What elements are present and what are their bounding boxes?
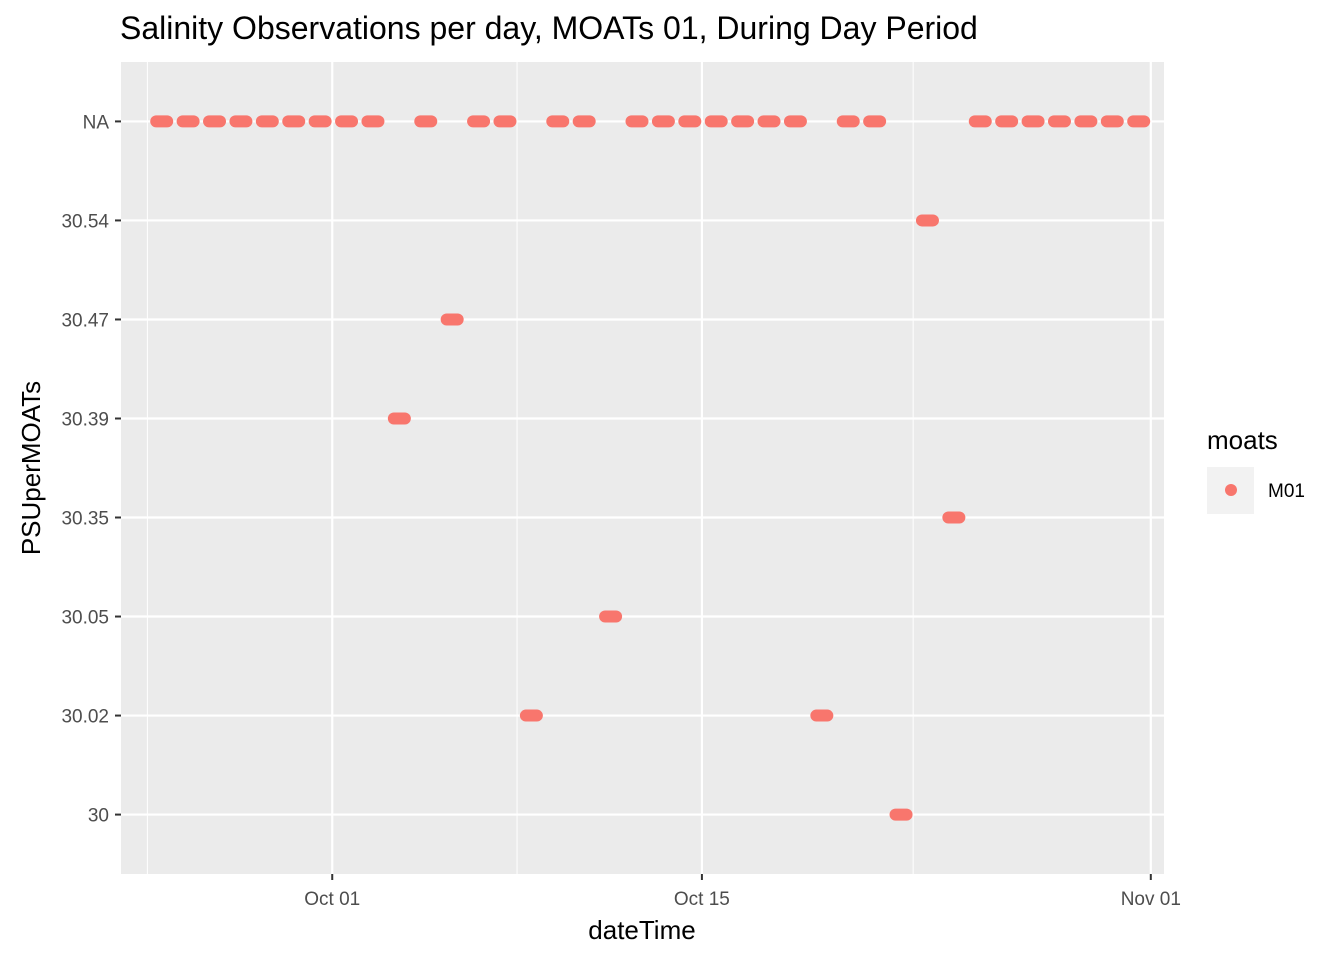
chart-title: Salinity Observations per day, MOATs 01,…: [120, 10, 978, 46]
legend: moats M01: [1207, 425, 1305, 514]
y-tick-label: 30.39: [61, 409, 109, 430]
x-tick-label: Nov 01: [1121, 889, 1181, 910]
y-tick-label: 30.47: [61, 310, 109, 331]
data-marks: [150, 115, 1151, 821]
y-axis: 30 30.02 30.05 30.35 30.39 30.47 30.54 NA: [61, 112, 121, 827]
y-tick-label: 30.05: [61, 608, 109, 629]
legend-label: M01: [1268, 481, 1305, 502]
y-tick-label: 30: [88, 806, 109, 827]
x-axis-title: dateTime: [588, 915, 695, 945]
y-tick-label: 30.02: [61, 707, 109, 728]
y-tick-label: NA: [83, 112, 110, 133]
x-axis: Oct 01 Oct 15 Nov 01: [304, 874, 1181, 910]
y-axis-title: PSUperMOATs: [16, 381, 46, 555]
x-tick-label: Oct 15: [674, 889, 730, 910]
y-tick-label: 30.35: [61, 509, 109, 530]
plot-panel: [121, 62, 1164, 874]
legend-title: moats: [1207, 425, 1278, 455]
x-tick-label: Oct 01: [304, 889, 360, 910]
y-tick-label: 30.54: [61, 211, 109, 232]
legend-key-dot: [1225, 484, 1237, 496]
